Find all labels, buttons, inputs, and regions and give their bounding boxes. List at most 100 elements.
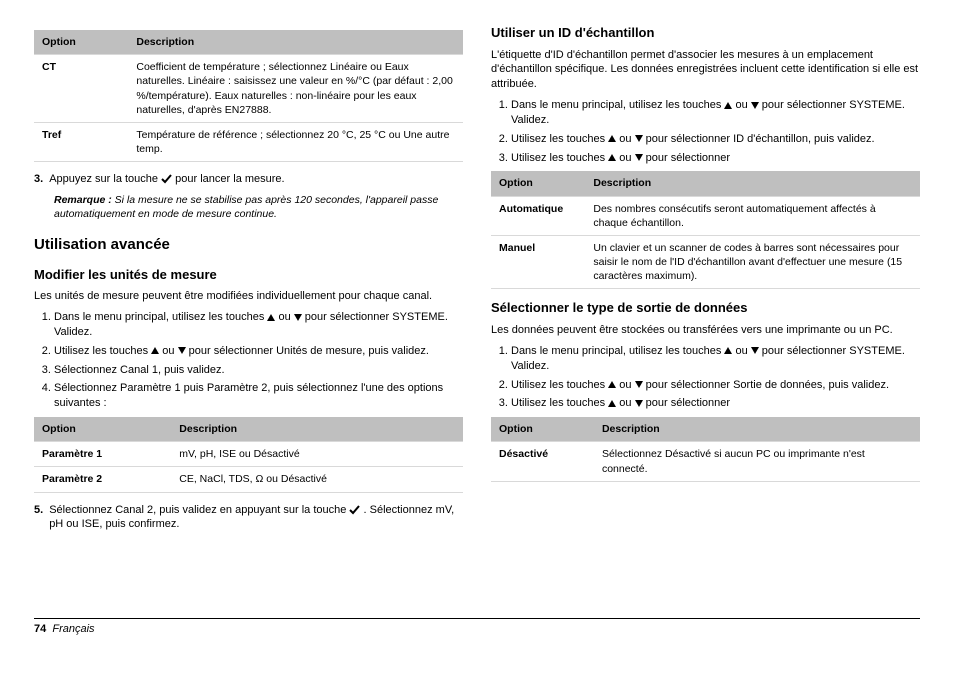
list-item: Utilisez les touches ou pour sélectionne… xyxy=(54,344,463,359)
down-arrow-icon xyxy=(635,154,643,161)
th-desc: Description xyxy=(594,417,920,442)
step-text: Sélectionnez Canal 2, puis validez en ap… xyxy=(49,503,463,533)
txt: Dans le menu principal, utilisez les tou… xyxy=(511,345,724,357)
page-number: 74 xyxy=(34,623,46,635)
step-num: 5. xyxy=(34,503,43,533)
txt: Utilisez les touches xyxy=(511,152,608,164)
list-item: Dans le menu principal, utilisez les tou… xyxy=(511,98,920,128)
txt: Utilisez les touches xyxy=(511,133,608,145)
p-units-intro: Les unités de mesure peuvent être modifi… xyxy=(34,289,463,304)
table-row: Manuel Un clavier et un scanner de codes… xyxy=(491,235,920,289)
table-data-output: Option Description Désactivé Sélectionne… xyxy=(491,417,920,482)
txt: pour sélectionner Unités de mesure, puis… xyxy=(186,345,429,357)
remark-text: Si la mesure ne se stabilise pas après 1… xyxy=(54,194,438,220)
txt: Appuyez sur la touche xyxy=(49,173,161,185)
down-arrow-icon xyxy=(294,314,302,321)
txt: ou xyxy=(616,152,634,164)
down-arrow-icon xyxy=(178,347,186,354)
txt: pour lancer la mesure. xyxy=(175,173,284,185)
txt: ou xyxy=(616,397,634,409)
txt: ou xyxy=(159,345,177,357)
h2-modify-units: Modifier les unités de mesure xyxy=(34,266,463,284)
txt: ou xyxy=(616,379,634,391)
txt: pour sélectionner xyxy=(643,152,730,164)
cell-opt: CT xyxy=(34,55,128,123)
remark: Remarque : Si la mesure ne se stabilise … xyxy=(54,193,463,221)
cell-opt: Paramètre 2 xyxy=(34,467,171,492)
txt: pour sélectionner Sortie de données, pui… xyxy=(643,379,889,391)
table-row: Désactivé Sélectionnez Désactivé si aucu… xyxy=(491,442,920,481)
txt: ou xyxy=(616,133,634,145)
cell-desc: Sélectionnez Désactivé si aucun PC ou im… xyxy=(594,442,920,481)
table-ct-tref: Option Description CT Coefficient de tem… xyxy=(34,30,463,162)
table-row: Paramètre 2 CE, NaCl, TDS, Ω ou Désactiv… xyxy=(34,467,463,492)
txt: ou xyxy=(732,345,750,357)
down-arrow-icon xyxy=(635,400,643,407)
cell-opt: Tref xyxy=(34,122,128,161)
list-item: Sélectionnez Paramètre 1 puis Paramètre … xyxy=(54,381,463,411)
step-text: Appuyez sur la touche pour lancer la mes… xyxy=(49,172,284,187)
txt: Utilisez les touches xyxy=(511,397,608,409)
h2-sample-id: Utiliser un ID d'échantillon xyxy=(491,24,920,42)
ol-data-output: Dans le menu principal, utilisez les tou… xyxy=(491,344,920,411)
txt: pour sélectionner xyxy=(643,397,730,409)
list-item: Utilisez les touches ou pour sélectionne… xyxy=(511,396,920,411)
txt: ou xyxy=(275,311,293,323)
txt: Dans le menu principal, utilisez les tou… xyxy=(54,311,267,323)
th-option: Option xyxy=(491,417,594,442)
cell-opt: Paramètre 1 xyxy=(34,442,171,467)
down-arrow-icon xyxy=(751,347,759,354)
down-arrow-icon xyxy=(635,135,643,142)
txt: Utilisez les touches xyxy=(54,345,151,357)
cell-opt: Désactivé xyxy=(491,442,594,481)
check-icon xyxy=(349,505,360,515)
th-option: Option xyxy=(491,171,585,196)
h2-data-output: Sélectionner le type de sortie de donnée… xyxy=(491,299,920,317)
list-item: Dans le menu principal, utilisez les tou… xyxy=(511,344,920,374)
step-5: 5. Sélectionnez Canal 2, puis validez en… xyxy=(34,503,463,533)
check-icon xyxy=(161,174,172,184)
cell-opt: Automatique xyxy=(491,196,585,235)
step-num: 3. xyxy=(34,172,43,187)
list-item: Utilisez les touches ou pour sélectionne… xyxy=(511,378,920,393)
th-desc: Description xyxy=(171,417,463,442)
cell-desc: Un clavier et un scanner de codes à barr… xyxy=(585,235,920,289)
step-3: 3. Appuyez sur la touche pour lancer la … xyxy=(34,172,463,187)
cell-desc: Température de référence ; sélectionnez … xyxy=(128,122,463,161)
remark-label: Remarque : xyxy=(54,194,112,206)
left-column: Option Description CT Coefficient de tem… xyxy=(34,24,463,608)
right-column: Utiliser un ID d'échantillon L'étiquette… xyxy=(491,24,920,608)
cell-desc: mV, pH, ISE ou Désactivé xyxy=(171,442,463,467)
txt: pour sélectionner ID d'échantillon, puis… xyxy=(643,133,875,145)
list-item: Dans le menu principal, utilisez les tou… xyxy=(54,310,463,340)
down-arrow-icon xyxy=(751,102,759,109)
page-body: Option Description CT Coefficient de tem… xyxy=(0,0,954,618)
txt: ou xyxy=(732,99,750,111)
txt: Utilisez les touches xyxy=(511,379,608,391)
th-option: Option xyxy=(34,417,171,442)
th-desc: Description xyxy=(585,171,920,196)
table-row: CT Coefficient de température ; sélectio… xyxy=(34,55,463,123)
cell-opt: Manuel xyxy=(491,235,585,289)
cell-desc: Coefficient de température ; sélectionne… xyxy=(128,55,463,123)
list-item: Utilisez les touches ou pour sélectionne… xyxy=(511,132,920,147)
ol-sample-id: Dans le menu principal, utilisez les tou… xyxy=(491,98,920,165)
table-sample-id: Option Description Automatique Des nombr… xyxy=(491,171,920,289)
table-row: Tref Température de référence ; sélectio… xyxy=(34,122,463,161)
ol-modify-units: Dans le menu principal, utilisez les tou… xyxy=(34,310,463,411)
cell-desc: Des nombres consécutifs seront automatiq… xyxy=(585,196,920,235)
th-option: Option xyxy=(34,30,128,55)
h1-advanced-use: Utilisation avancée xyxy=(34,235,463,255)
table-row: Automatique Des nombres consécutifs sero… xyxy=(491,196,920,235)
list-item: Utilisez les touches ou pour sélectionne… xyxy=(511,151,920,166)
th-desc: Description xyxy=(128,30,463,55)
page-language: Français xyxy=(52,623,94,635)
p-sample-id: L'étiquette d'ID d'échantillon permet d'… xyxy=(491,48,920,93)
list-item: Sélectionnez Canal 1, puis validez. xyxy=(54,363,463,378)
table-row: Paramètre 1 mV, pH, ISE ou Désactivé xyxy=(34,442,463,467)
down-arrow-icon xyxy=(635,381,643,388)
table-parameters: Option Description Paramètre 1 mV, pH, I… xyxy=(34,417,463,493)
txt: Dans le menu principal, utilisez les tou… xyxy=(511,99,724,111)
p-data-output: Les données peuvent être stockées ou tra… xyxy=(491,323,920,338)
txt: Sélectionnez Canal 2, puis validez en ap… xyxy=(49,504,349,516)
